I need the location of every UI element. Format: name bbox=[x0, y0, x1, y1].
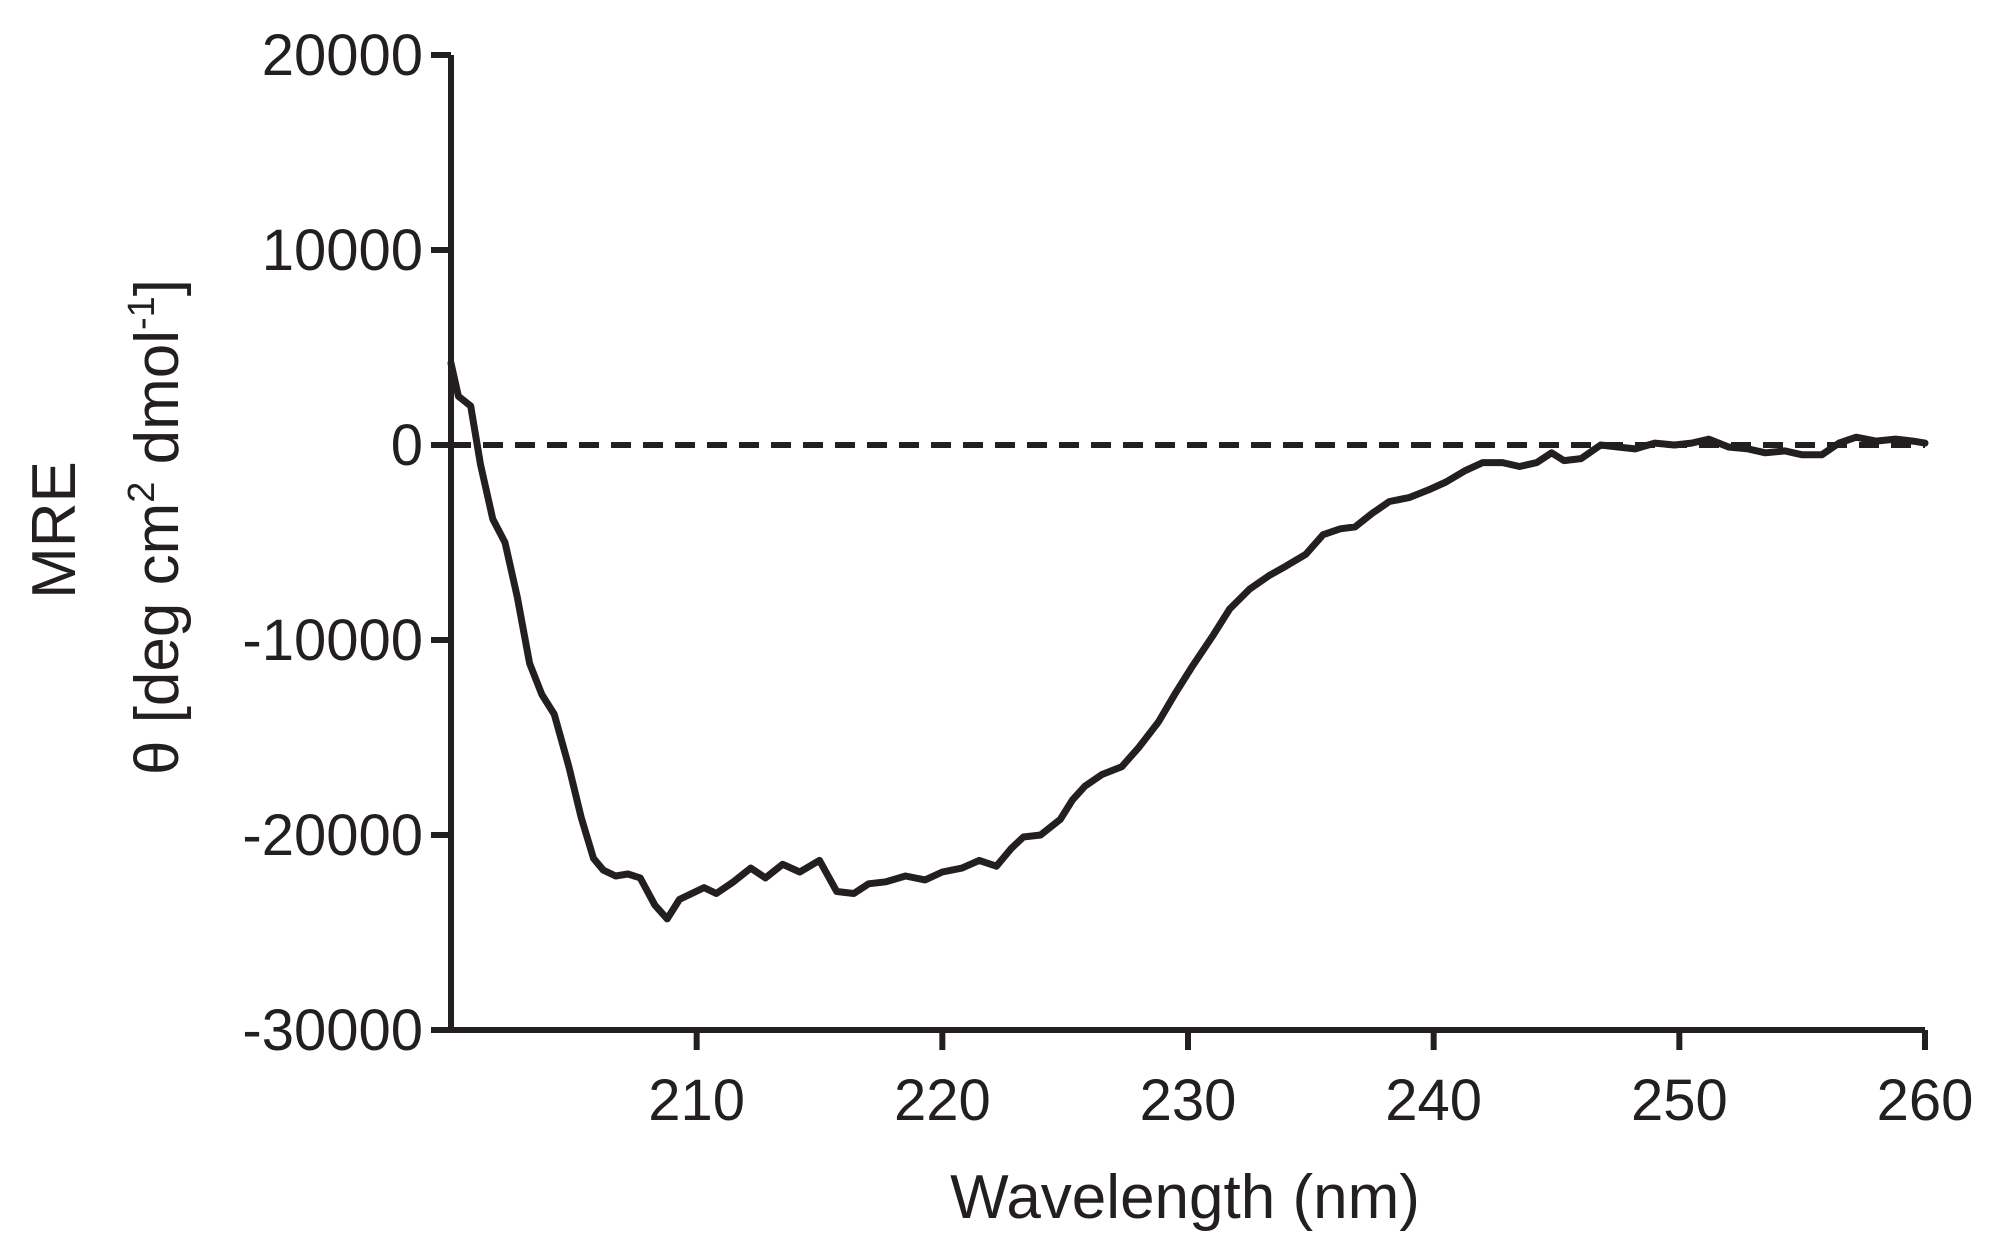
x-axis-title: Wavelength (nm) bbox=[950, 1163, 1420, 1232]
y-axis-title: MRE θ [deg cm2 dmol-1] bbox=[20, 279, 192, 775]
y-tick-label: -20000 bbox=[242, 803, 423, 868]
y-axis-ticks: 20000 10000 0 -10000 -20000 -30000 bbox=[242, 23, 451, 1063]
x-axis-ticks: 210 220 230 240 250 260 bbox=[648, 1030, 1973, 1133]
x-tick-label: 260 bbox=[1877, 1068, 1974, 1133]
x-tick-label: 250 bbox=[1631, 1068, 1728, 1133]
y-axis-title-segment: dmol bbox=[123, 330, 192, 482]
y-tick-label: -30000 bbox=[242, 998, 423, 1063]
x-tick-label: 220 bbox=[894, 1068, 991, 1133]
series-line bbox=[447, 359, 1929, 923]
x-tick-label: 210 bbox=[648, 1068, 745, 1133]
y-tick-label: 0 bbox=[391, 413, 423, 478]
y-axis-title-line2: θ [deg cm2 dmol-1] bbox=[121, 279, 192, 775]
y-axis-title-superscript: 2 bbox=[121, 482, 163, 503]
y-tick-label: 10000 bbox=[262, 218, 423, 283]
x-tick-label: 230 bbox=[1140, 1068, 1237, 1133]
y-tick-label: 20000 bbox=[262, 23, 423, 88]
y-axis-title-segment: θ [deg cm bbox=[123, 503, 192, 775]
y-axis-title-line1: MRE bbox=[20, 461, 89, 599]
y-axis-title-segment: ] bbox=[123, 279, 192, 296]
y-axis-title-superscript: -1 bbox=[121, 296, 163, 330]
y-tick-label: -10000 bbox=[242, 608, 423, 673]
x-tick-label: 240 bbox=[1385, 1068, 1482, 1133]
